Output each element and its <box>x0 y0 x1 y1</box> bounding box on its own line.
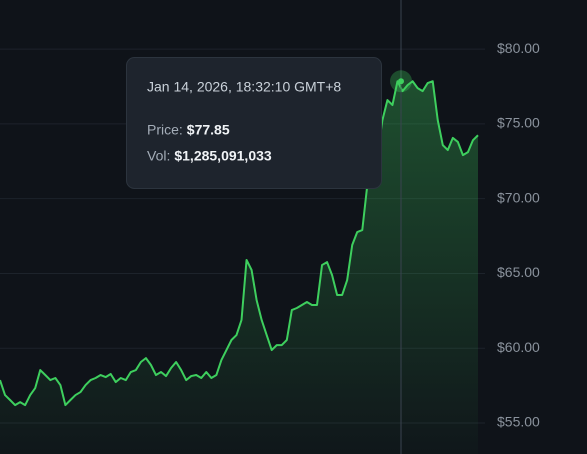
tooltip: Jan 14, 2026, 18:32:10 GMT+8 Price: Vol: $7… <box>126 57 382 189</box>
tooltip-date: Jan 14, 2026, 18:32:10 GMT+8 <box>147 79 341 95</box>
price-line <box>0 80 479 407</box>
hover-point <box>398 78 404 85</box>
y-tick-label: $55.00 <box>497 414 540 430</box>
area <box>0 81 478 454</box>
y-axis: $55.00 $60.00 $65.00 $70.00 $75.00 $80.00 <box>497 40 540 430</box>
tooltip-vol: $1,285,091,033 <box>174 148 272 164</box>
y-tick-label: $75.00 <box>497 115 540 131</box>
y-tick-label: $65.00 <box>497 264 540 280</box>
y-tick-label: $70.00 <box>497 189 540 205</box>
y-tick-label: $80.00 <box>497 40 540 56</box>
y-tick-label: $60.00 <box>497 339 540 355</box>
plot <box>0 0 479 454</box>
tooltip-vol-key: Vol: <box>147 148 170 164</box>
tooltip-price-key: Price: <box>147 122 183 138</box>
tooltip-price: $77.85 <box>187 122 230 138</box>
tooltip-box <box>126 57 382 189</box>
